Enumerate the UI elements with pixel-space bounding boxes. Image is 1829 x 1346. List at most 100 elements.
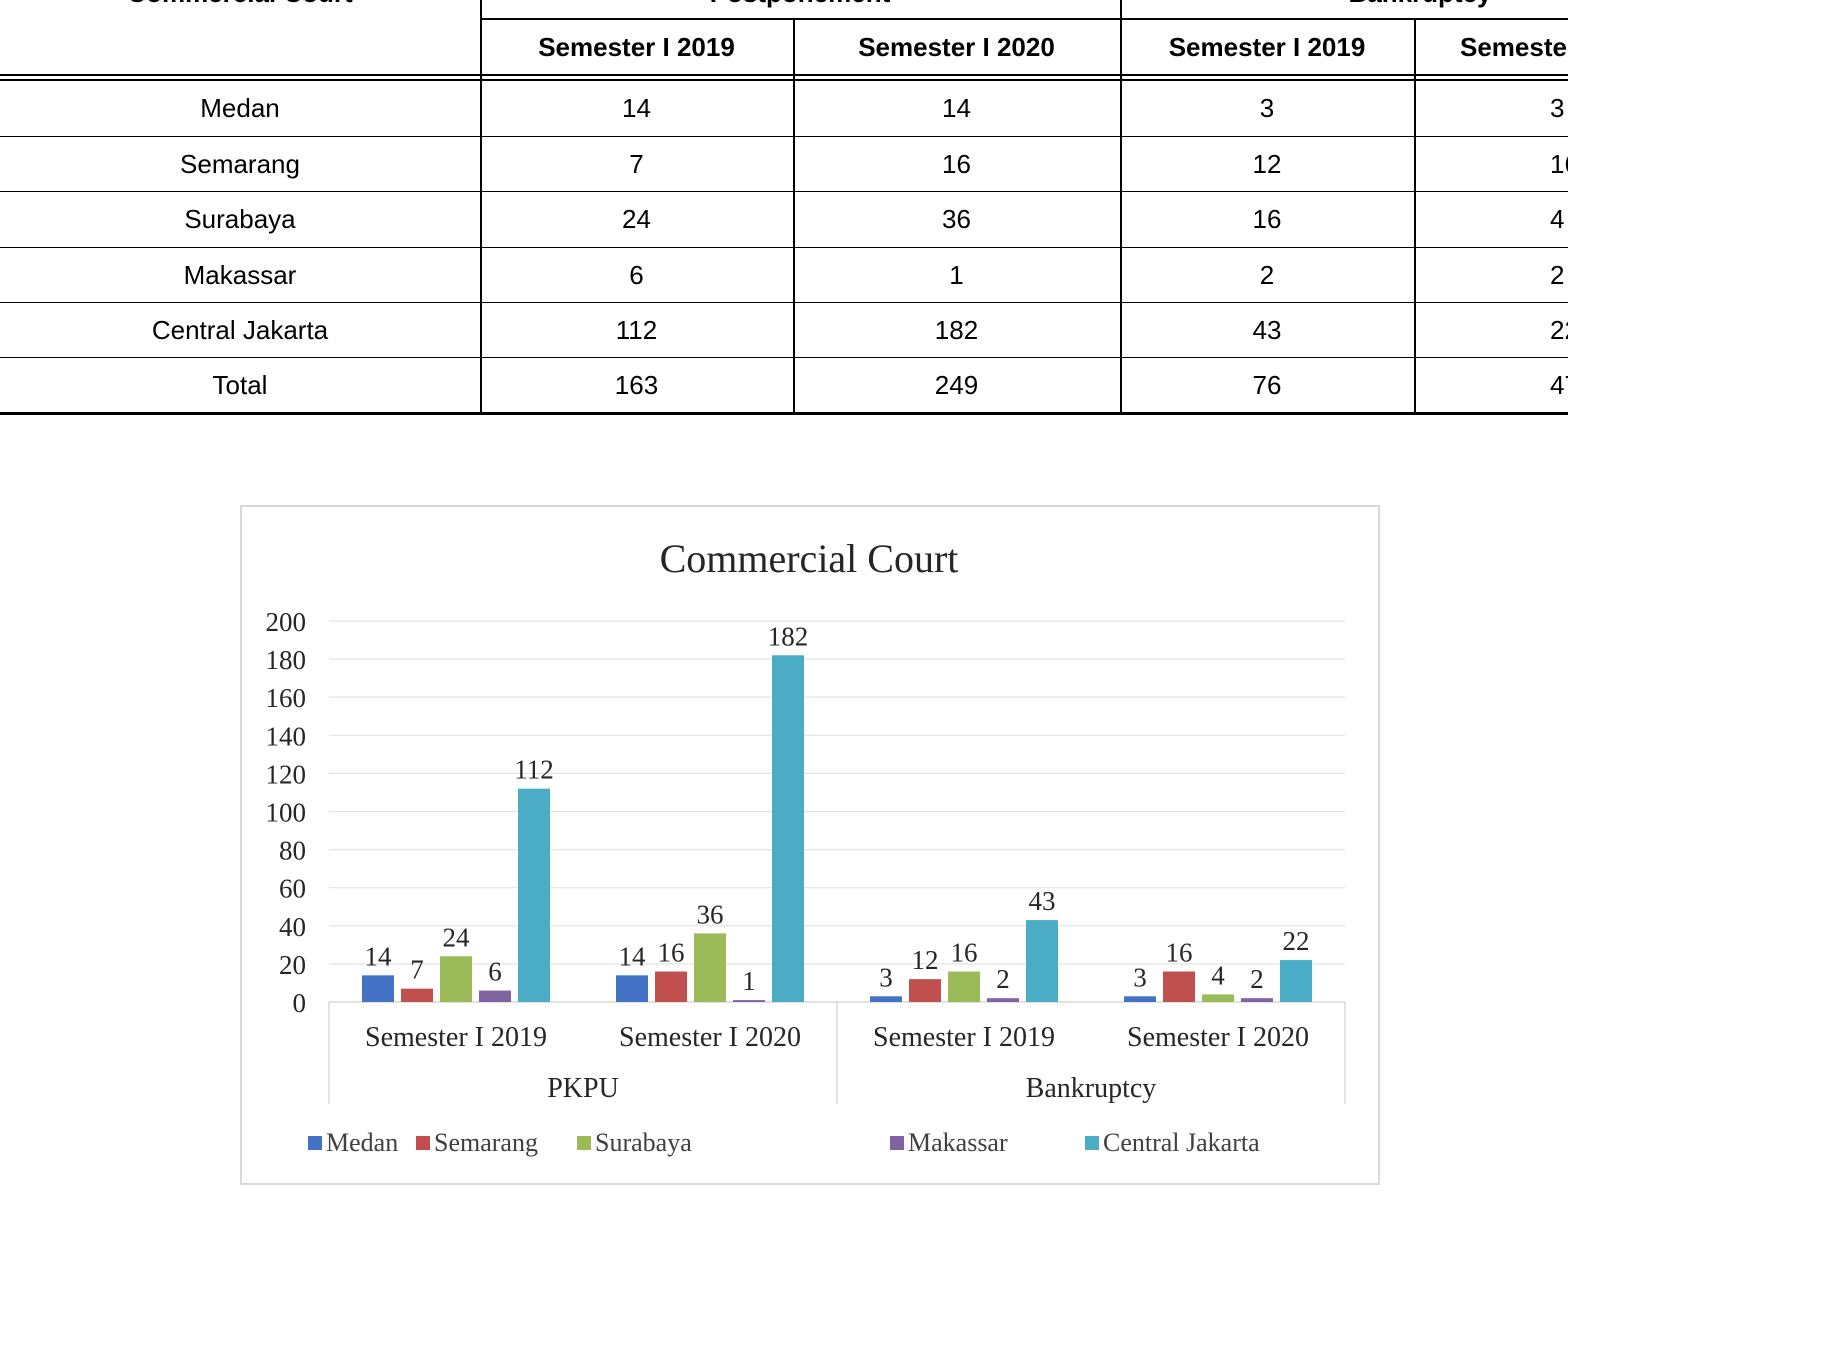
data-label: 3 (879, 962, 893, 992)
legend-item: Makassar (890, 1128, 1008, 1158)
bar (948, 971, 980, 1002)
data-label: 6 (488, 957, 502, 987)
legend-swatch (1085, 1136, 1099, 1150)
table-cell: 43 (1252, 314, 1282, 345)
legend-label: Medan (326, 1128, 399, 1157)
y-tick-label: 20 (279, 950, 306, 980)
y-tick-label: 200 (266, 607, 307, 637)
data-label: 16 (658, 938, 685, 968)
data-label: 22 (1283, 926, 1310, 956)
y-tick-label: 140 (266, 721, 307, 751)
data-label: 1 (742, 966, 756, 996)
table-cell: 249 (934, 369, 979, 400)
table-cell: 2 (1550, 259, 1565, 290)
chart-title: Commercial Court (660, 536, 959, 581)
table-cell: 7 (629, 148, 644, 179)
x-tick-label: Semester I 2020 (619, 1022, 801, 1053)
table-cell: 4 (1550, 204, 1565, 234)
y-tick-label: 100 (266, 798, 307, 828)
table-cell: 12 (1252, 148, 1282, 179)
bar (616, 975, 648, 1002)
column-group-postponement: Postponement (480, 0, 1120, 8)
table-cell: 76 (1252, 369, 1282, 400)
bar (440, 956, 472, 1002)
table-cell: 14 (942, 93, 971, 123)
table-cell: 16 (942, 148, 971, 179)
bar (1280, 960, 1312, 1002)
y-tick-label: 120 (266, 759, 307, 789)
y-tick-label: 160 (266, 683, 307, 713)
court-cases-table: Commercial Court Postponement Bankruptcy… (0, 0, 1568, 420)
row-header-label: Commercial Court (0, 0, 480, 8)
chart-legend: Medan Semarang Surabaya Makassar Central Jak… (240, 1128, 1380, 1157)
legend-label: Semarang (434, 1128, 538, 1157)
x-tick-label: Semester I 2020 (1127, 1022, 1309, 1053)
bar (870, 996, 902, 1002)
data-label: 14 (365, 941, 393, 971)
table-cell: 112 (615, 314, 658, 345)
data-label: 24 (443, 922, 471, 952)
bar (655, 971, 687, 1002)
bar (1202, 994, 1234, 1002)
y-tick-label: 0 (293, 988, 307, 1018)
table-row-label: Central Jakarta (151, 314, 329, 345)
bar (479, 990, 511, 1002)
legend-swatch (308, 1136, 322, 1150)
table-cell: 163 (614, 369, 659, 400)
table-cell: 16 (1252, 204, 1282, 234)
bar (518, 788, 550, 1002)
y-tick-label: 60 (279, 874, 306, 904)
table-cell: 3 (1550, 93, 1565, 123)
column-group-bankruptcy: Bankruptcy (1120, 0, 1568, 8)
data-label: 182 (768, 621, 809, 651)
bar (401, 988, 433, 1002)
legend-label: Makassar (908, 1128, 1008, 1157)
table-cell: 16 (1550, 148, 1568, 179)
table-cell: 6 (629, 259, 644, 290)
x-tick-label: Semester I 2019 (873, 1022, 1055, 1053)
table-cell: 22 (1550, 314, 1568, 345)
data-label: 7 (410, 955, 424, 985)
table-cell: 2 (1259, 259, 1275, 290)
data-label: 16 (1166, 938, 1193, 968)
table-cell: 47 (1550, 369, 1568, 400)
y-tick-label: 40 (279, 912, 306, 942)
bar (694, 933, 726, 1002)
table-row-label: Total (212, 369, 268, 400)
table-cell: 182 (934, 314, 979, 345)
column-header: Semester I 2019 (1168, 32, 1366, 62)
legend-swatch (577, 1136, 591, 1150)
table-cell: 36 (942, 204, 971, 234)
y-tick-label: 80 (279, 836, 306, 866)
bar (733, 1000, 765, 1002)
data-label: 14 (619, 941, 647, 971)
bar (772, 655, 804, 1002)
legend-label: Surabaya (595, 1128, 692, 1157)
table-row-label: Surabaya (184, 204, 296, 234)
data-label: 43 (1029, 886, 1056, 916)
legend-item: Surabaya (577, 1128, 692, 1158)
column-header: Semester I 2020 (1460, 32, 1568, 62)
data-label: 2 (996, 964, 1010, 994)
legend-item: Central Jakarta (1085, 1128, 1260, 1158)
table-row-label: Makassar (183, 259, 297, 290)
legend-swatch (416, 1136, 430, 1150)
bar (1163, 971, 1195, 1002)
bar (1241, 998, 1273, 1002)
column-header: Semester I 2020 (858, 32, 1055, 62)
group-label: PKPU (547, 1073, 619, 1104)
legend-swatch (890, 1136, 904, 1150)
legend-label: Central Jakarta (1103, 1128, 1260, 1157)
data-label: 16 (951, 938, 978, 968)
bar (987, 998, 1019, 1002)
table-row-label: Medan (200, 93, 280, 123)
table-cell: 1 (949, 259, 964, 290)
data-label: 4 (1211, 960, 1225, 990)
data-label: 112 (514, 755, 554, 785)
bar (362, 975, 394, 1002)
legend-item: Medan (308, 1128, 398, 1158)
column-header: Semester I 2019 (538, 32, 735, 62)
y-tick-label: 180 (266, 645, 307, 675)
chart-frame (240, 505, 1380, 1185)
